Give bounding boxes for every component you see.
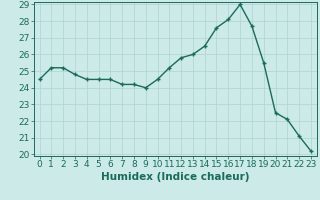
X-axis label: Humidex (Indice chaleur): Humidex (Indice chaleur) (101, 172, 250, 182)
